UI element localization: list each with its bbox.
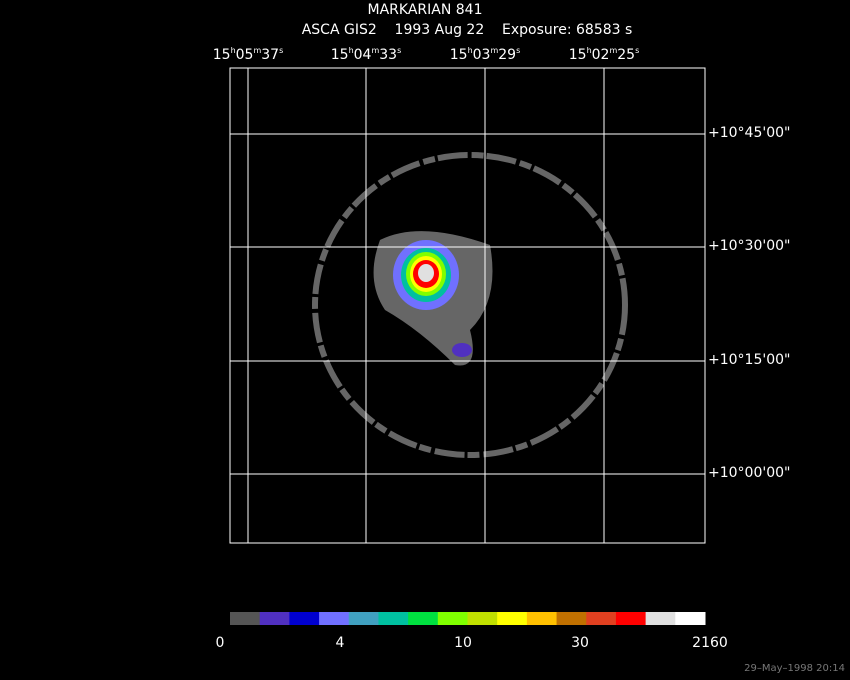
ra-label-part: 03 — [473, 47, 491, 63]
colorbar-segment — [467, 612, 498, 625]
subtitle: ASCA GIS2 1993 Aug 22 Exposure: 68583 s — [302, 22, 633, 38]
ra-label-part: 15 — [331, 47, 349, 63]
ra-label-part: h — [349, 46, 354, 55]
ra-label-part: 05 — [236, 47, 254, 63]
colorbar-segment — [437, 612, 468, 625]
colorbar-segment — [645, 612, 676, 625]
colorbar-segment — [615, 612, 647, 625]
dec-label: +10°30'00" — [708, 238, 790, 254]
dec-label: +10°45'00" — [708, 125, 790, 141]
ra-label-part: 25 — [617, 47, 635, 63]
grid — [229, 67, 706, 544]
ra-label-part: 29 — [498, 47, 516, 63]
secondary-source — [452, 343, 472, 357]
colorbar-label: 0 — [216, 635, 225, 651]
ra-label-part: s — [279, 46, 283, 55]
colorbar-segment — [348, 612, 379, 625]
colorbar-segment — [408, 612, 439, 625]
ra-label-part: 15 — [569, 47, 587, 63]
ra-label-part: m — [253, 46, 261, 55]
ra-label-part: 33 — [379, 47, 397, 63]
ra-label-part: 37 — [261, 47, 279, 63]
colorbar: 0 4 10 30 2160 — [216, 612, 728, 651]
colorbar-segment — [526, 612, 558, 625]
colorbar-segment — [675, 612, 706, 625]
detector-ring — [312, 152, 628, 458]
ra-label-part: m — [490, 46, 498, 55]
ra-label-part: h — [468, 46, 473, 55]
colorbar-label: 10 — [454, 635, 472, 651]
colorbar-segment — [378, 612, 409, 625]
timestamp: 29–May–1998 20:14 — [744, 663, 845, 674]
colorbar-segment — [259, 612, 290, 625]
ra-label-part: h — [231, 46, 236, 55]
ra-label-part: s — [635, 46, 639, 55]
colorbar-segment — [289, 612, 320, 625]
ra-label-part: s — [516, 46, 520, 55]
colorbar-segment — [497, 612, 528, 625]
ra-label-part: h — [587, 46, 592, 55]
ra-label-part: 04 — [354, 47, 372, 63]
ra-label-part: 15 — [213, 47, 231, 63]
ra-label: 15h04m33s — [331, 46, 402, 64]
ra-label: 15h02m25s — [569, 46, 640, 64]
ra-label-part: m — [609, 46, 617, 55]
title: MARKARIAN 841 — [368, 2, 483, 18]
image — [230, 68, 705, 543]
ra-label: 15h05m37s — [213, 46, 284, 64]
dec-label: +10°15'00" — [708, 352, 790, 368]
colorbar-segment — [586, 612, 617, 625]
ra-label-part: m — [371, 46, 379, 55]
ra-label-part: s — [397, 46, 401, 55]
ra-label-part: 15 — [450, 47, 468, 63]
plot-frame — [229, 67, 706, 544]
dec-label: +10°00'00" — [708, 465, 790, 481]
ra-label: 15h03m29s — [450, 46, 521, 64]
colorbar-segment — [319, 612, 350, 625]
colorbar-label: 2160 — [692, 635, 728, 651]
source-level — [418, 264, 434, 282]
ra-label-part: 02 — [592, 47, 610, 63]
colorbar-segment — [230, 612, 261, 625]
colorbar-label: 30 — [571, 635, 589, 651]
colorbar-segment — [556, 612, 587, 625]
colorbar-label: 4 — [336, 635, 345, 651]
